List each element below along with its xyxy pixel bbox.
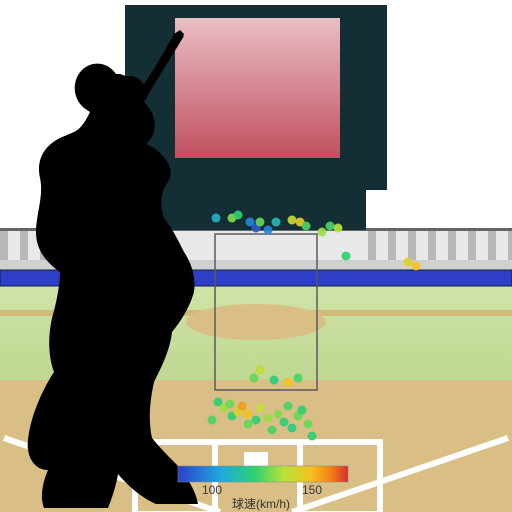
pitch-point [284,402,293,411]
stand-column [0,228,8,260]
pitch-point [252,416,261,425]
pitch-point [272,218,281,227]
stand-column [368,228,376,260]
pitch-point [318,228,327,237]
pitch-point [274,410,283,419]
pitch-point [256,218,265,227]
pitch-point [256,366,265,375]
pitch-point [238,402,247,411]
pitch-point [268,426,277,435]
pitch-point [404,258,413,267]
pitch-location-chart: 100 150 球速(km/h) [0,0,512,512]
stand-column [468,228,476,260]
stand-column [488,228,496,260]
pitch-point [244,420,253,429]
scoreboard-screen [175,18,340,158]
pitch-point [304,420,313,429]
colorbar-tick-label: 150 [302,483,322,497]
pitch-point [264,226,273,235]
pitch-point [250,374,259,383]
pitch-point [288,424,297,433]
pitch-point [308,432,317,441]
stand-column [408,228,416,260]
colorbar-tick-label: 100 [202,483,222,497]
pitch-point [264,414,273,423]
speed-colorbar [178,466,348,482]
pitch-point [284,378,293,387]
pitch-point [326,222,335,231]
pitch-point [208,416,217,425]
pitch-point [234,211,243,220]
stand-column [428,228,436,260]
pitch-point [244,410,253,419]
pitch-point [334,224,343,233]
pitch-point [288,216,297,225]
pitch-point [342,252,351,261]
pitch-point [298,406,307,415]
pitch-point [212,214,221,223]
stand-column [448,228,456,260]
pitch-point [280,418,289,427]
colorbar-axis-label: 球速(km/h) [232,497,290,511]
pitch-point [256,404,265,413]
pitch-point [302,222,311,231]
chart-svg: 100 150 球速(km/h) [0,0,512,512]
pitch-point [270,376,279,385]
stand-column [20,228,28,260]
pitch-point [226,400,235,409]
pitch-point [294,374,303,383]
stand-column [388,228,396,260]
pitch-point [412,262,421,271]
pitchers-mound [186,304,326,340]
stand-column [508,228,512,260]
